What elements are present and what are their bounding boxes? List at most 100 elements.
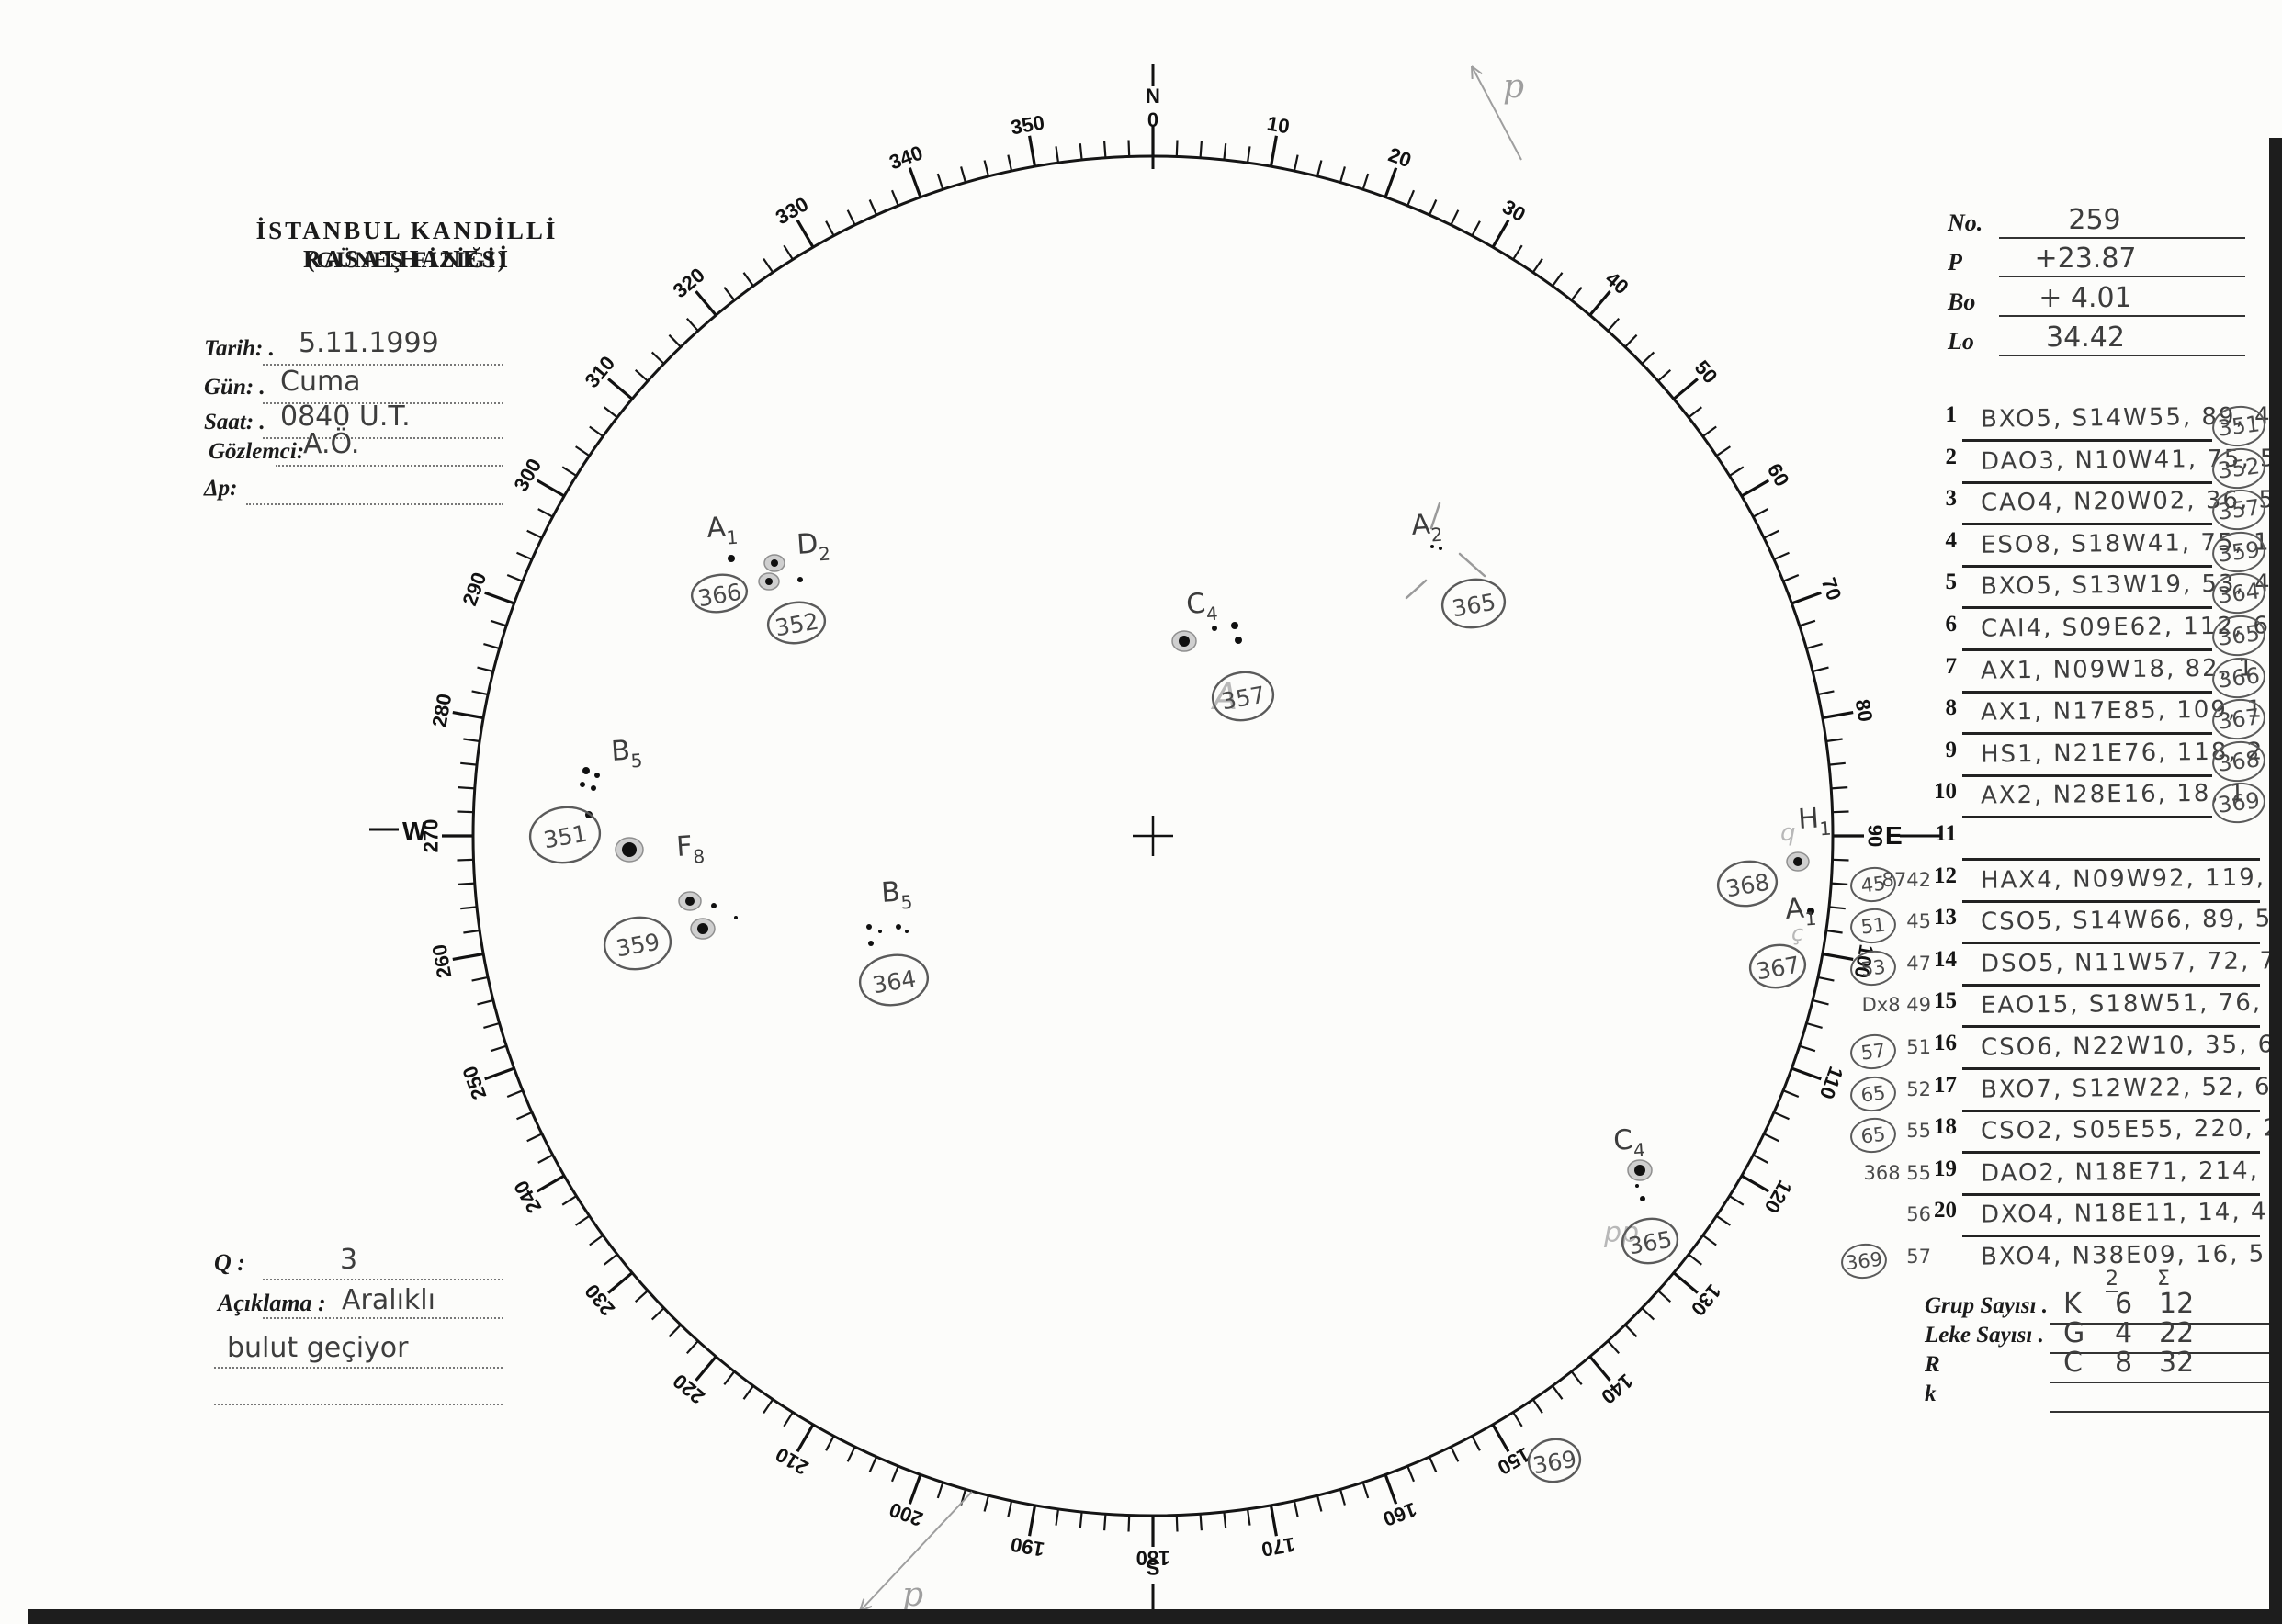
group-number: 351 — [541, 820, 589, 854]
row-number: 11 — [1935, 821, 1957, 846]
group-count-line — [2050, 1323, 2276, 1325]
date-line — [263, 364, 503, 366]
sunspot — [1235, 637, 1242, 644]
dp-label: Δp: — [204, 476, 238, 501]
sunspot — [896, 924, 901, 930]
row-number: 3 — [1945, 486, 1958, 512]
pencil-arrow-shaft — [1471, 65, 1522, 161]
dial-degree-label: 10 — [1265, 112, 1291, 139]
dial-degree-label: 240 — [509, 1177, 546, 1217]
day-label: Gün: . — [204, 375, 265, 400]
totals-col1-head: 2 — [2106, 1268, 2118, 1292]
no-label: No. — [1948, 209, 1983, 236]
sunspot — [728, 555, 735, 562]
day-value: Cuma — [280, 366, 361, 398]
dial-degree-label: 90 — [1864, 825, 1887, 847]
faint-pencil-mark: q — [1780, 819, 1796, 847]
q-label: Q : — [214, 1249, 245, 1276]
row-number: 17 — [1934, 1072, 1957, 1098]
totals-col2-head: Σ — [2157, 1268, 2170, 1291]
row-underline — [1962, 816, 2212, 819]
group-number-circle — [1716, 860, 1779, 908]
dial-degree-label: 270 — [420, 819, 443, 853]
group-label: D2 — [796, 527, 831, 567]
remarks-line-2 — [214, 1367, 503, 1369]
scan-edge-bottom — [28, 1609, 2282, 1624]
group-label: C4 — [1612, 1123, 1645, 1163]
dial-degree-label: 110 — [1815, 1064, 1848, 1102]
group-F8: F8 359 — [603, 829, 738, 971]
dial-degree-label: 230 — [581, 1280, 620, 1320]
sunspot — [1807, 908, 1814, 915]
dial-degree-label: 340 — [887, 141, 926, 174]
sunspot — [1640, 1196, 1645, 1201]
group-A2: A2 365 — [1405, 502, 1507, 629]
row-number: 20 — [1934, 1198, 1957, 1224]
row-left-note: 47 — [1906, 952, 1931, 975]
day-line — [263, 402, 503, 404]
row-underline — [1962, 1235, 2260, 1238]
sunspot — [1430, 545, 1434, 548]
dp-line — [246, 503, 503, 505]
group-number: 364 — [870, 965, 918, 999]
west-label: W — [402, 817, 427, 845]
row-left-note: 368 55 — [1863, 1161, 1931, 1184]
row-number: 12 — [1934, 863, 1957, 888]
row-number: 18 — [1934, 1114, 1957, 1140]
sunspot — [685, 897, 695, 906]
group-number: 365 — [1450, 589, 1497, 623]
pencil-arrow: p — [1471, 65, 1524, 161]
row-number: 16 — [1934, 1031, 1957, 1055]
dial-degree-label: 200 — [887, 1498, 926, 1531]
circled-369-south: 369 — [1527, 1438, 1582, 1483]
row-entry: CSO5, S14W66, 89, 5 — [1980, 905, 2273, 936]
row-underline — [1962, 606, 2212, 610]
sunspot — [1635, 1184, 1639, 1188]
remarks-line-1 — [263, 1317, 503, 1319]
dial-degree-label: 160 — [1380, 1498, 1419, 1531]
spot-count-v1: 4 — [2115, 1317, 2133, 1349]
group-label: H1 — [1797, 802, 1832, 841]
lo-line — [1999, 355, 2245, 356]
pencil-arrow: p — [859, 1491, 973, 1614]
row-underline — [1962, 732, 2212, 736]
row-number: 19 — [1934, 1156, 1957, 1181]
row-left-note: Dx8 49 — [1861, 994, 1931, 1017]
row-number: 5 — [1945, 570, 1958, 595]
row-underline — [1962, 564, 2212, 568]
group-count-label: Grup Sayısı . — [1925, 1293, 2049, 1318]
date-label: Tarih: . — [204, 336, 275, 361]
group-number: 352 — [773, 608, 820, 642]
group-number-circle — [858, 953, 930, 1007]
row-number: 8 — [1945, 695, 1958, 721]
dial-degree-label: 350 — [1009, 110, 1046, 139]
west-axis-line — [369, 828, 473, 838]
dial-degree-label: 60 — [1763, 459, 1794, 491]
sunspot — [905, 930, 909, 933]
remarks-value-2: bulut geçiyor — [227, 1332, 409, 1364]
row-left-note: 52 — [1906, 1077, 1931, 1100]
lo-value: 34.42 — [2046, 321, 2125, 354]
dial-degree-label: 130 — [1687, 1280, 1726, 1320]
row-number: 13 — [1934, 905, 1957, 930]
group-number-circle — [603, 916, 672, 971]
sunspot — [1439, 547, 1442, 550]
group-count-k: K — [2063, 1288, 2082, 1320]
group-label: B5 — [610, 734, 643, 773]
pencil-p-label: p — [902, 1576, 923, 1614]
dial-degree-label: 210 — [772, 1443, 812, 1480]
sunspot — [1231, 622, 1238, 629]
row-underline — [1962, 858, 2260, 861]
disk-center-crosshair — [1133, 816, 1173, 856]
group-label: A1 — [706, 511, 739, 550]
no-line — [1999, 237, 2245, 239]
pencil-arrow-head — [1471, 65, 1483, 75]
dial-degree-label: 320 — [669, 264, 709, 303]
group-number-circle — [1527, 1438, 1582, 1483]
k-label: k — [1925, 1382, 1937, 1406]
dial-degree-label: 300 — [509, 455, 546, 495]
dial-degree-label: 170 — [1260, 1533, 1297, 1562]
